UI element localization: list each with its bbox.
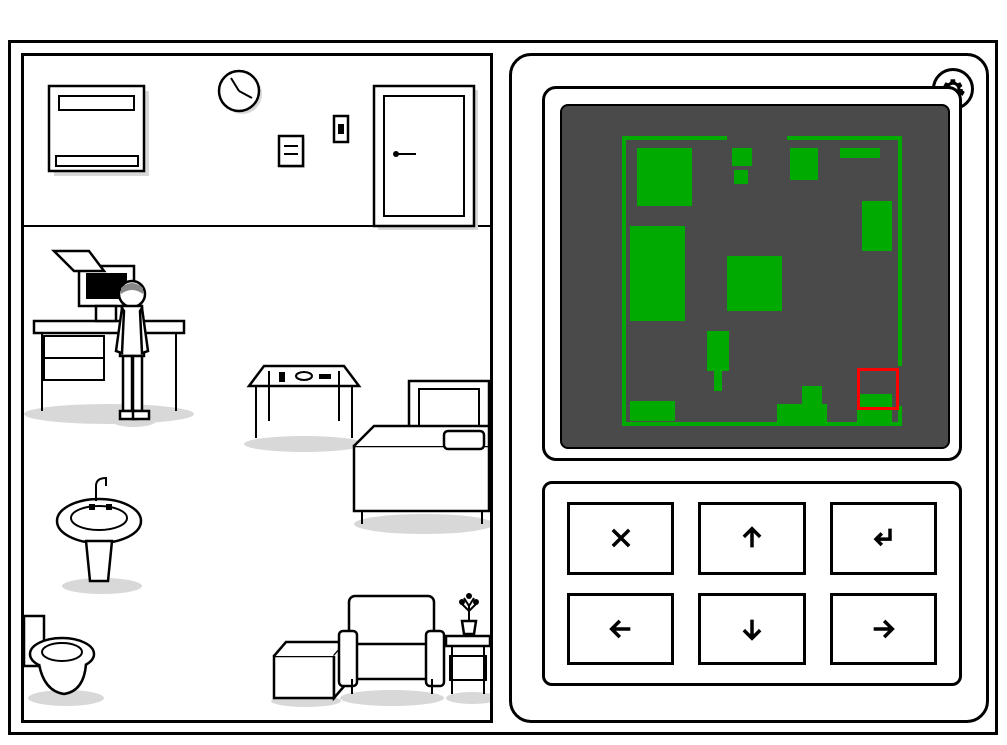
map-block [707, 331, 729, 371]
x-icon [607, 524, 635, 552]
key-enter[interactable] [830, 502, 937, 575]
map-block [727, 256, 782, 311]
plant[interactable] [459, 593, 479, 634]
key-down[interactable] [698, 593, 805, 666]
map-block [790, 148, 818, 180]
sofa[interactable] [339, 596, 444, 706]
map-block [802, 386, 822, 404]
map-block [637, 148, 692, 206]
sink[interactable] [57, 478, 142, 594]
key-left[interactable] [567, 593, 674, 666]
handheld-device [509, 53, 989, 723]
side-table[interactable] [446, 636, 490, 704]
map-cursor [857, 368, 899, 410]
device-screen-bezel [542, 86, 962, 461]
bed[interactable] [354, 381, 490, 534]
key-cancel[interactable] [567, 502, 674, 575]
arrow-left-icon [607, 615, 635, 643]
light-switch[interactable] [334, 116, 348, 142]
key-up[interactable] [698, 502, 805, 575]
game-frame [8, 40, 998, 735]
map-block [734, 170, 748, 184]
room-view[interactable] [21, 53, 493, 723]
door[interactable] [374, 86, 478, 230]
map-door-top [727, 134, 787, 140]
arrow-right-icon [869, 615, 897, 643]
map-block [862, 201, 892, 251]
map-block [714, 371, 722, 391]
toilet[interactable] [24, 616, 104, 706]
device-keypad [542, 481, 962, 686]
clock[interactable] [219, 71, 262, 114]
enter-icon [869, 524, 897, 552]
arrow-up-icon [738, 524, 766, 552]
map-block [630, 226, 685, 321]
window[interactable] [49, 86, 149, 176]
map-block [630, 401, 675, 421]
arrow-down-icon [738, 615, 766, 643]
key-right[interactable] [830, 593, 937, 666]
desk[interactable] [24, 251, 194, 424]
wall-note[interactable] [279, 136, 305, 168]
cabinet[interactable] [271, 642, 346, 707]
coffee-table[interactable] [244, 366, 364, 452]
map-block [840, 148, 880, 158]
device-screen[interactable] [560, 104, 950, 449]
map-block [777, 404, 827, 422]
map-block [732, 148, 752, 166]
